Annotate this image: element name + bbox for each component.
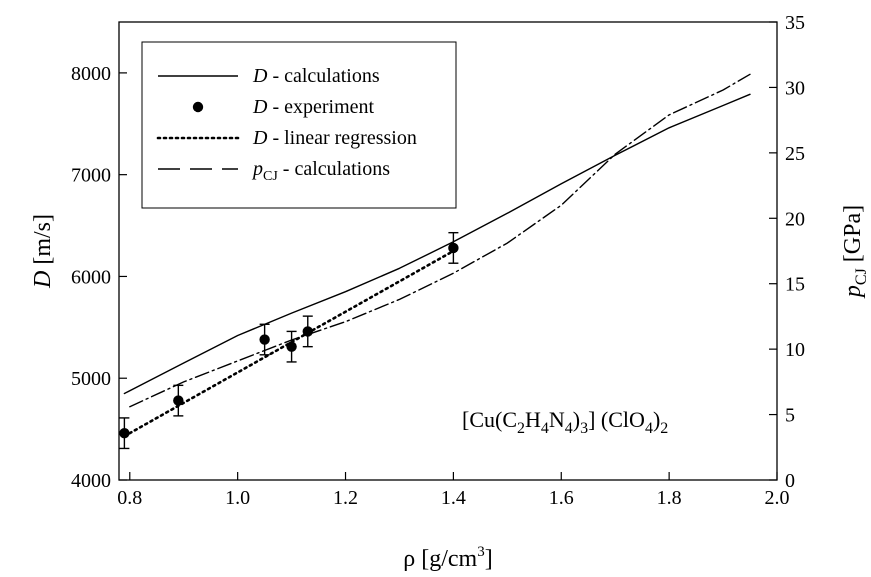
- right-tick-label: 30: [785, 77, 805, 99]
- left-axis-ticks: 4000 5000 6000 7000 8000: [71, 63, 127, 492]
- legend-box: [141, 41, 457, 209]
- left-tick-label: 7000: [71, 165, 111, 187]
- legend-label-pcj-calculations: pCJ - calculations: [251, 158, 390, 184]
- x-tick-label: 1.4: [441, 487, 466, 509]
- legend-label-d-linear-regression: D - linear regression: [252, 127, 417, 149]
- plot-frame: [118, 21, 778, 481]
- x-tick-label: 0.8: [117, 487, 142, 509]
- series-line-d-linear-regression: [123, 249, 455, 438]
- right-tick-label: 0: [785, 470, 795, 492]
- x-tick-label: 2.0: [765, 487, 790, 509]
- right-tick-label: 25: [785, 143, 805, 165]
- right-tick-label: 20: [785, 208, 805, 230]
- legend: D - calculations D - experiment D - line…: [141, 41, 457, 209]
- left-tick-label: 8000: [71, 63, 111, 85]
- x-tick-label: 1.2: [333, 487, 358, 509]
- right-tick-label: 10: [785, 339, 805, 361]
- right-tick-label: 5: [785, 405, 795, 427]
- right-tick-label: 35: [785, 12, 805, 34]
- data-point: [259, 334, 270, 345]
- right-tick-label: 15: [785, 274, 805, 296]
- compound-formula-annotation: [Cu(C2H4N4)3] (ClO4)2: [462, 407, 668, 437]
- data-point: [448, 242, 459, 254]
- left-tick-label: 4000: [71, 470, 111, 492]
- left-tick-label: 5000: [71, 368, 111, 390]
- legend-keys: [156, 75, 240, 170]
- left-axis-label: D [m/s]: [30, 214, 56, 289]
- legend-label-d-calculations: D - calculations: [252, 65, 380, 87]
- right-axis-label: pCJ [GPa]: [840, 205, 870, 299]
- x-tick-label: 1.0: [225, 487, 250, 509]
- x-tick-label: 1.6: [549, 487, 574, 509]
- left-tick-label: 6000: [71, 266, 111, 288]
- x-axis-ticks: 0.8 1.0 1.2 1.4 1.6 1.8 2.0: [117, 472, 790, 509]
- x-tick-label: 1.8: [657, 487, 682, 509]
- series-line-pcj-calculations: [129, 73, 751, 408]
- legend-label-d-experiment: D - experiment: [252, 96, 375, 118]
- legend-key-marker: [192, 101, 204, 113]
- x-axis-label: ρ [g/cm3]: [403, 544, 492, 572]
- right-axis-ticks: 0 5 10 15 20 25 30 35: [769, 12, 805, 492]
- series-layer: [119, 73, 751, 450]
